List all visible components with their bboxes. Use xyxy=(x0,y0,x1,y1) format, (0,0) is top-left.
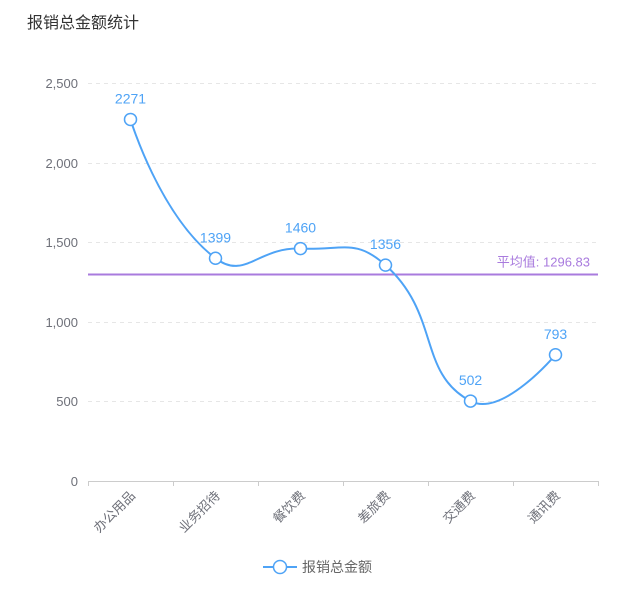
axis-layer: 0 500 1,000 1,500 2,000 2,500 办公用品 业务招待 餐饮费 差旅费 交通… xyxy=(45,76,599,535)
legend-item[interactable]: 报销总金额 xyxy=(263,559,372,575)
y-tick-label: 500 xyxy=(56,394,78,409)
series-line xyxy=(129,119,557,405)
x-tick-label: 业务招待 xyxy=(176,488,223,535)
grid-layer xyxy=(88,83,598,402)
legend-circle-icon xyxy=(272,559,288,575)
data-label: 793 xyxy=(544,326,568,342)
series-layer xyxy=(123,112,563,408)
data-point[interactable] xyxy=(548,348,563,362)
data-point[interactable] xyxy=(123,112,138,127)
data-label: 1399 xyxy=(200,229,231,245)
chart-title: 报销总金额统计 xyxy=(27,15,140,32)
y-tick-label: 2,000 xyxy=(45,156,78,171)
average-mark-label: 平均值: 1296.83 xyxy=(497,255,590,270)
data-label: 2271 xyxy=(115,90,146,106)
data-label-layer: 2271 1399 1460 1356 502 793 xyxy=(115,90,567,388)
data-label: 502 xyxy=(459,372,483,388)
data-label: 1460 xyxy=(285,220,316,236)
y-tick-label: 1,500 xyxy=(45,235,78,250)
data-label: 1356 xyxy=(370,236,401,252)
x-tick-label: 差旅费 xyxy=(355,488,393,526)
y-tick-label: 2,500 xyxy=(45,76,78,91)
x-tick-label: 餐饮费 xyxy=(270,488,308,526)
average-markline-layer: 平均值: 1296.83 xyxy=(88,255,598,276)
data-point[interactable] xyxy=(293,241,308,256)
x-tick-label: 办公用品 xyxy=(91,488,138,535)
y-tick-label: 1,000 xyxy=(45,315,78,330)
data-point[interactable] xyxy=(463,394,478,408)
data-point[interactable] xyxy=(208,251,223,266)
legend-label: 报销总金额 xyxy=(302,559,372,575)
x-tick-label: 通讯费 xyxy=(525,488,563,526)
data-point[interactable] xyxy=(378,258,393,272)
y-tick-label: 0 xyxy=(71,474,78,489)
x-tick-label: 交通费 xyxy=(440,488,478,526)
legend: 报销总金额 xyxy=(263,559,372,575)
